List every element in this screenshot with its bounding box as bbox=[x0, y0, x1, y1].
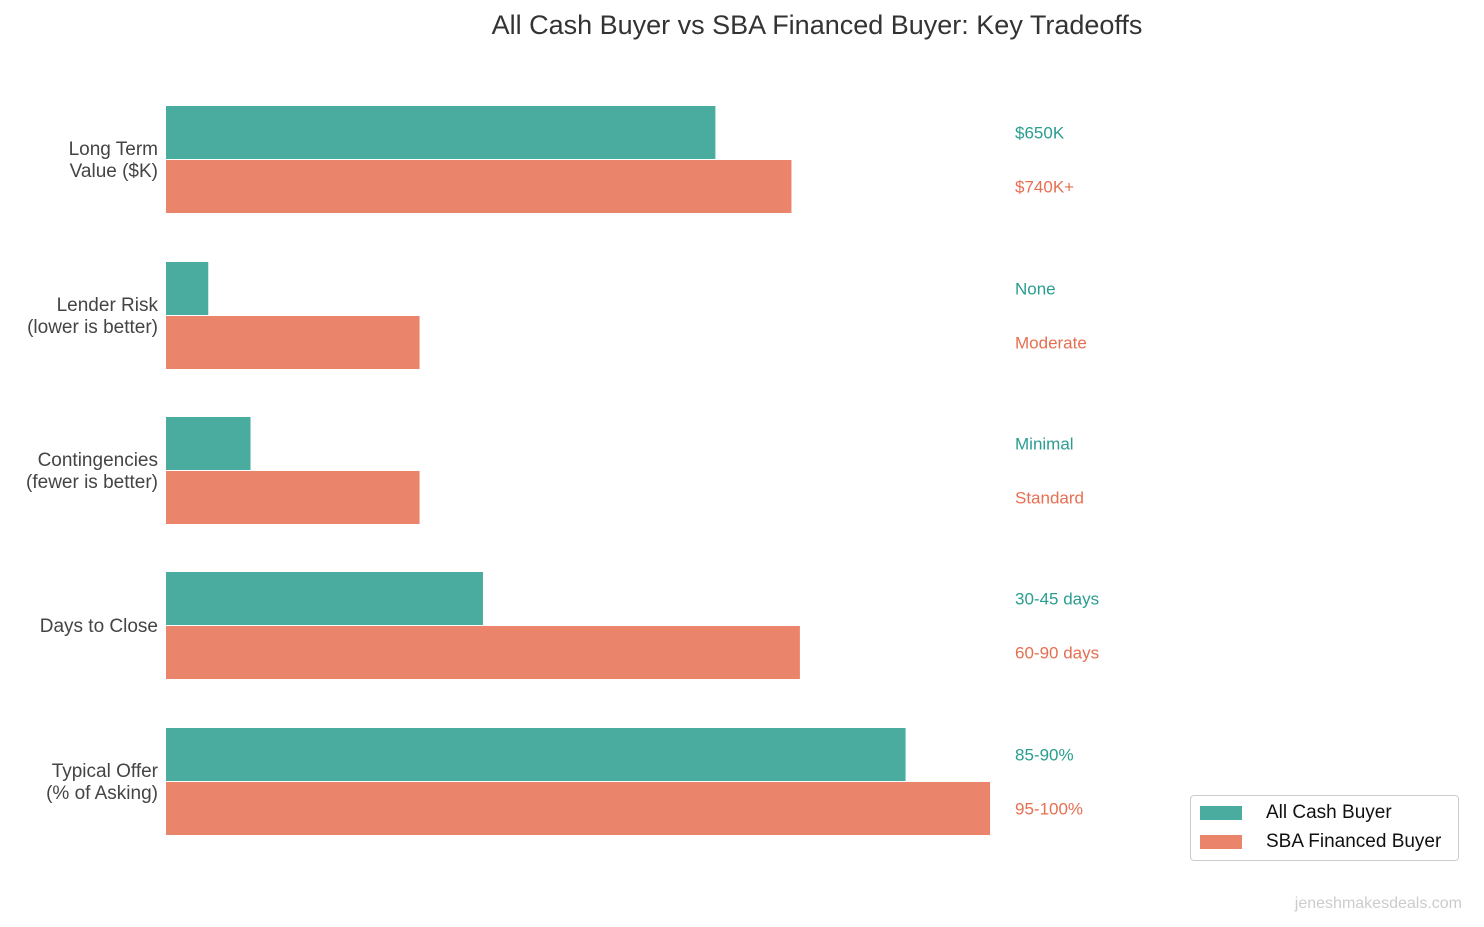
category-label: Contingencies (fewer is better) bbox=[26, 450, 158, 493]
data-label: 30-45 days bbox=[1015, 590, 1099, 609]
bar-sba bbox=[166, 471, 420, 524]
data-label: 95-100% bbox=[1015, 800, 1083, 819]
bar-sba bbox=[166, 626, 800, 679]
bar-sba bbox=[166, 316, 420, 369]
category-label: Long Term Value ($K) bbox=[69, 139, 158, 182]
data-label: $650K bbox=[1015, 124, 1065, 143]
category-label: Lender Risk (lower is better) bbox=[27, 295, 158, 338]
bar-cash bbox=[166, 417, 251, 470]
bar-sba bbox=[166, 782, 991, 835]
legend: All Cash Buyer SBA Financed Buyer bbox=[1190, 795, 1459, 861]
data-label: 85-90% bbox=[1015, 746, 1074, 765]
data-label: 60-90 days bbox=[1015, 644, 1099, 663]
watermark: jeneshmakesdeals.com bbox=[1294, 895, 1462, 912]
bar-sba bbox=[166, 160, 792, 213]
category-label: Typical Offer (% of Asking) bbox=[46, 761, 159, 804]
data-label: Moderate bbox=[1015, 334, 1087, 353]
bar-cash bbox=[166, 728, 906, 781]
bar-cash bbox=[166, 262, 209, 315]
legend-label-cash: All Cash Buyer bbox=[1266, 802, 1392, 823]
data-label: $740K+ bbox=[1015, 178, 1074, 197]
legend-item-cash: All Cash Buyer bbox=[1200, 802, 1392, 824]
legend-item-sba: SBA Financed Buyer bbox=[1200, 831, 1441, 853]
data-label: None bbox=[1015, 280, 1056, 299]
bar-cash bbox=[166, 572, 483, 625]
category-label: Days to Close bbox=[40, 616, 158, 637]
legend-label-sba: SBA Financed Buyer bbox=[1266, 831, 1442, 852]
legend-swatch-cash bbox=[1200, 806, 1242, 820]
data-label: Minimal bbox=[1015, 435, 1074, 454]
chart-title: All Cash Buyer vs SBA Financed Buyer: Ke… bbox=[491, 10, 1143, 40]
legend-swatch-sba bbox=[1200, 835, 1242, 849]
bar-cash bbox=[166, 106, 716, 159]
data-label: Standard bbox=[1015, 489, 1084, 508]
